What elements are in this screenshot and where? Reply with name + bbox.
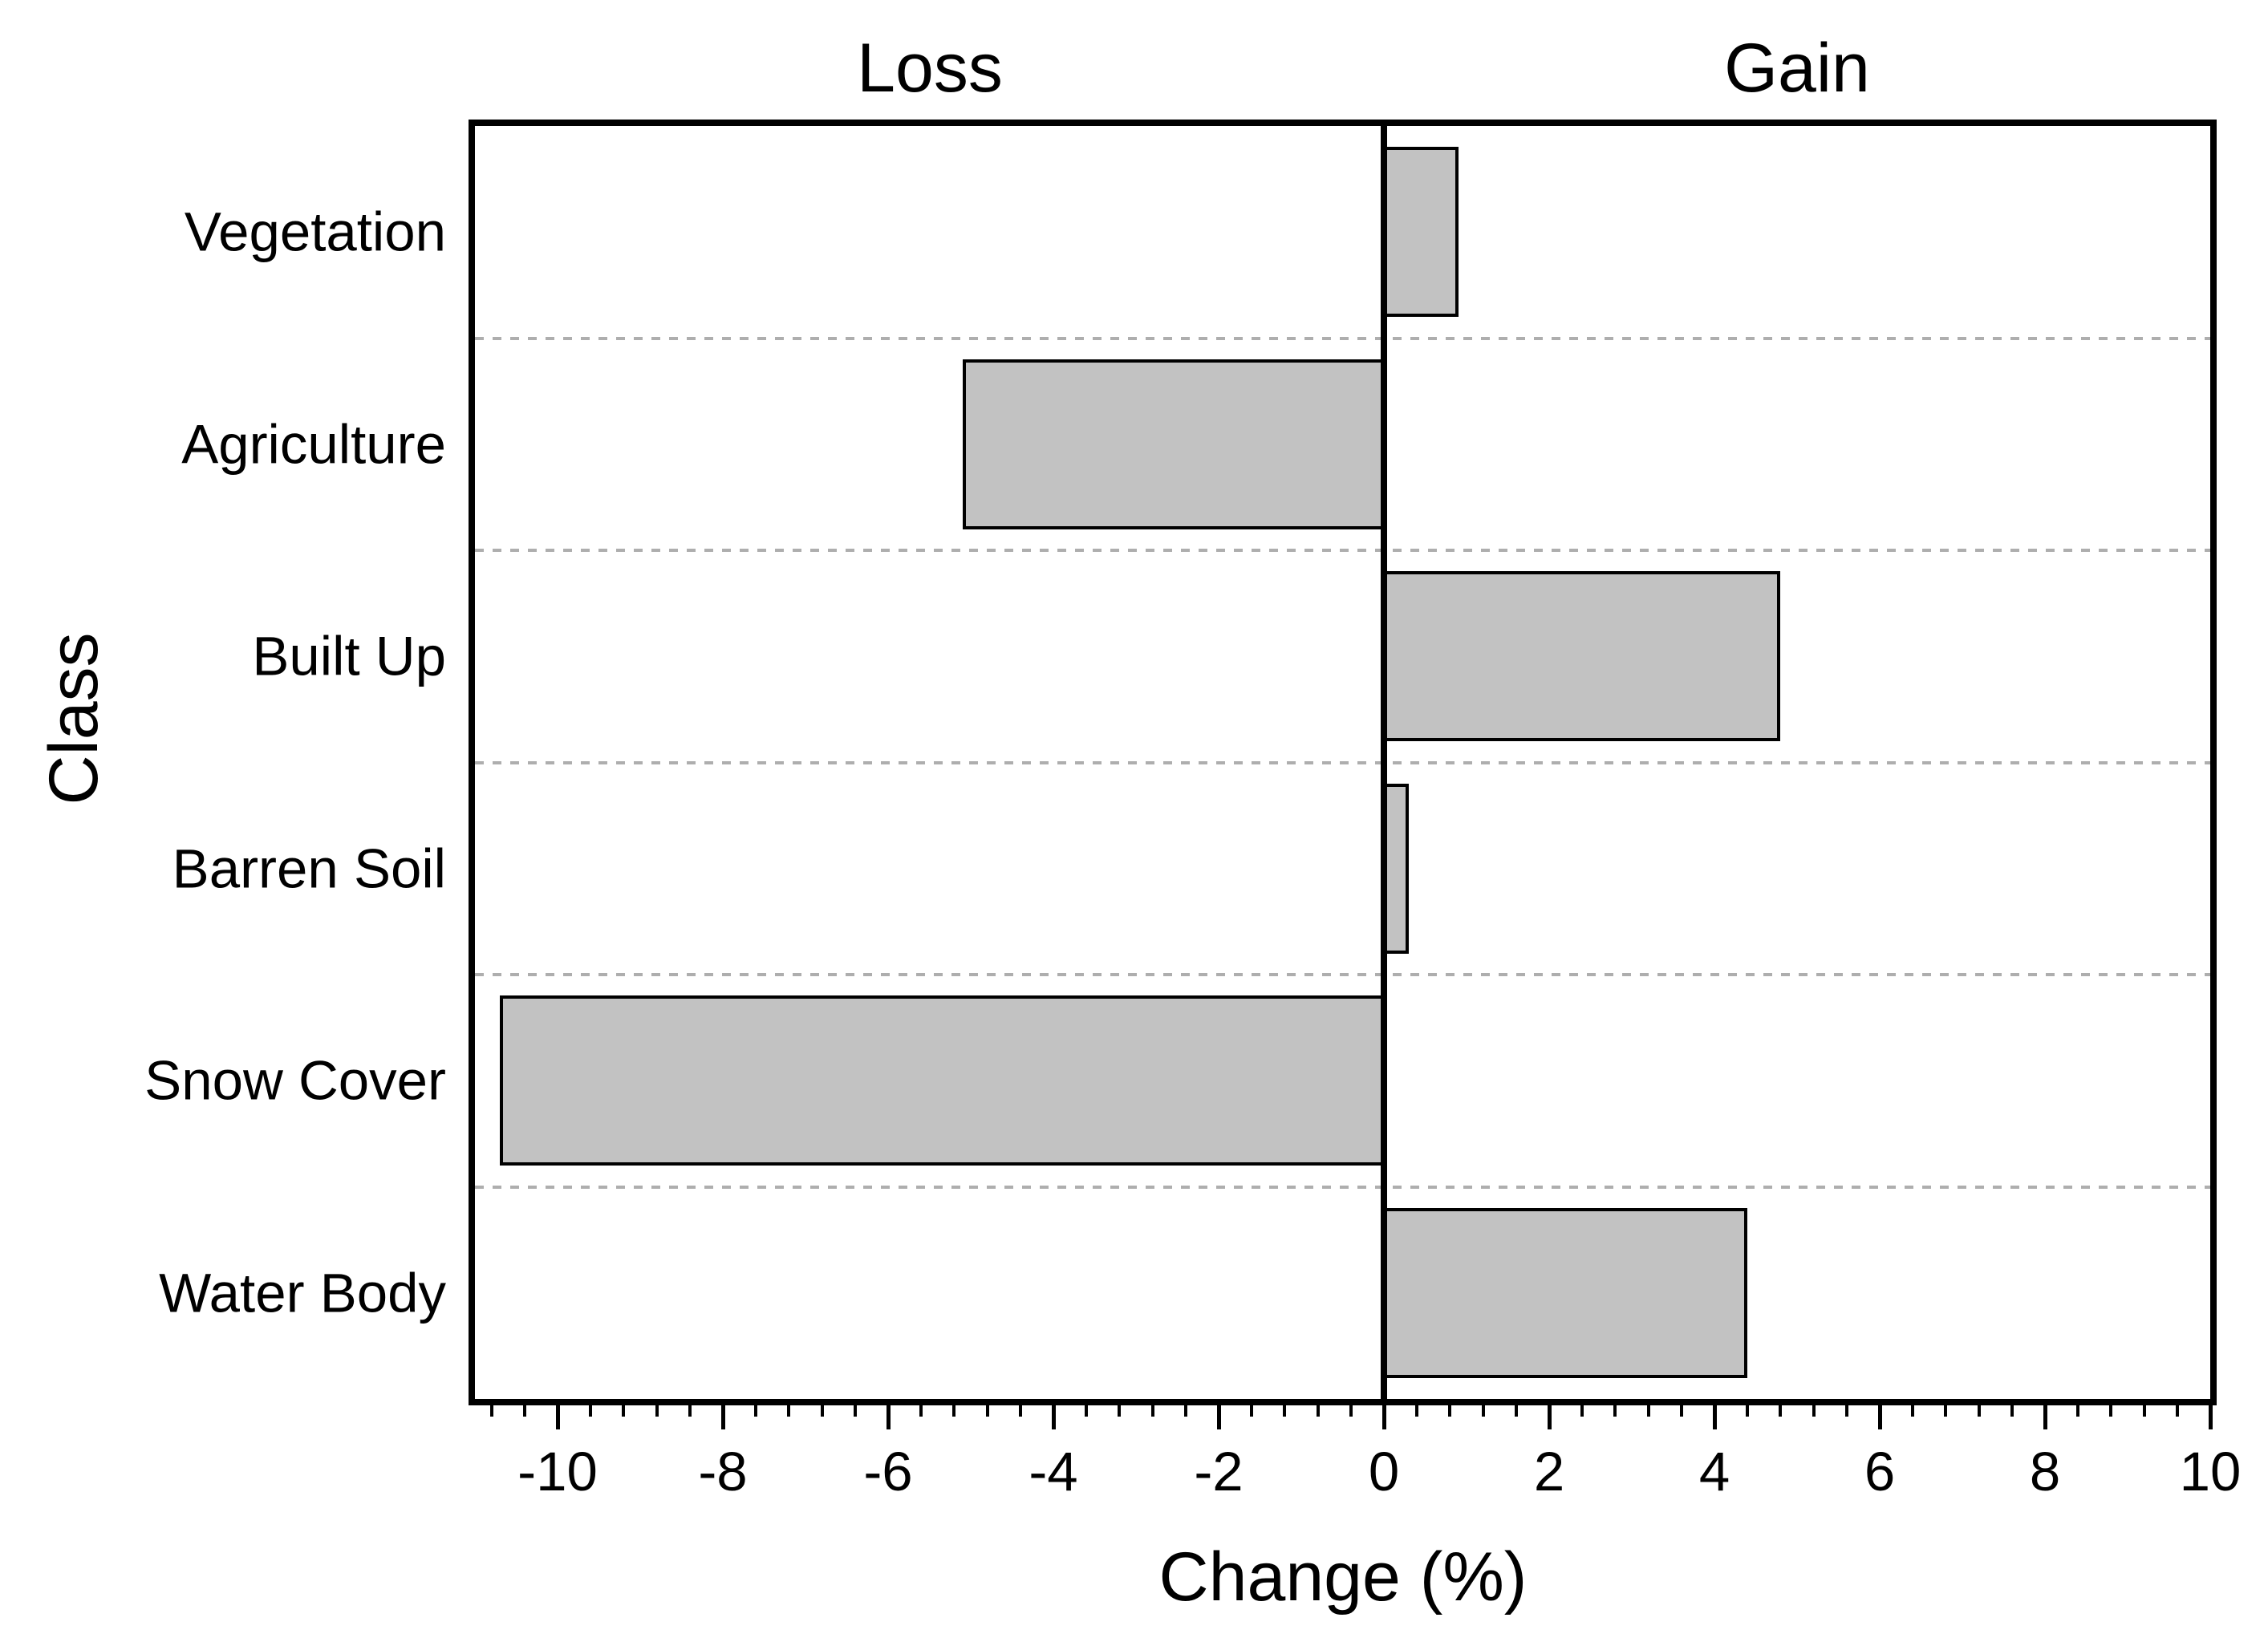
x-tick-label: -10 bbox=[517, 1441, 598, 1502]
x-minor-tick bbox=[1151, 1405, 1154, 1417]
x-tick-label: -8 bbox=[698, 1441, 748, 1502]
x-minor-tick bbox=[854, 1405, 857, 1417]
plot-area bbox=[469, 120, 2217, 1405]
x-minor-tick bbox=[754, 1405, 757, 1417]
x-tick-label: -6 bbox=[863, 1441, 913, 1502]
x-minor-tick bbox=[589, 1405, 592, 1417]
x-minor-tick bbox=[1580, 1405, 1584, 1417]
category-label-snow-cover: Snow Cover bbox=[144, 1049, 446, 1112]
zero-axis-line bbox=[1381, 126, 1387, 1399]
x-minor-tick bbox=[1184, 1405, 1187, 1417]
bar-built-up bbox=[1384, 571, 1780, 741]
x-minor-tick bbox=[1812, 1405, 1816, 1417]
x-minor-tick bbox=[2176, 1405, 2179, 1417]
x-major-tick bbox=[2209, 1405, 2213, 1429]
x-minor-tick bbox=[2109, 1405, 2112, 1417]
x-minor-tick bbox=[1978, 1405, 1981, 1417]
x-minor-tick bbox=[1085, 1405, 1088, 1417]
x-minor-tick bbox=[2076, 1405, 2079, 1417]
x-minor-tick bbox=[1515, 1405, 1518, 1417]
x-minor-tick bbox=[986, 1405, 989, 1417]
x-minor-tick bbox=[787, 1405, 790, 1417]
x-tick-label: -2 bbox=[1194, 1441, 1244, 1502]
x-minor-tick bbox=[1283, 1405, 1286, 1417]
gain-section-title: Gain bbox=[1724, 30, 1870, 107]
x-minor-tick bbox=[1911, 1405, 1914, 1417]
x-minor-tick bbox=[688, 1405, 692, 1417]
x-major-tick bbox=[887, 1405, 891, 1429]
x-minor-tick bbox=[622, 1405, 625, 1417]
x-tick-label: -4 bbox=[1029, 1441, 1078, 1502]
x-minor-tick bbox=[1448, 1405, 1451, 1417]
x-minor-tick bbox=[1118, 1405, 1121, 1417]
x-minor-tick bbox=[1680, 1405, 1683, 1417]
x-minor-tick bbox=[1250, 1405, 1253, 1417]
category-label-water-body: Water Body bbox=[159, 1262, 446, 1324]
category-boundary-gridline bbox=[475, 1186, 2210, 1189]
x-minor-tick bbox=[490, 1405, 493, 1417]
x-major-tick bbox=[1713, 1405, 1717, 1429]
bar-snow-cover bbox=[500, 995, 1384, 1166]
category-boundary-gridline bbox=[475, 337, 2210, 340]
x-minor-tick bbox=[1647, 1405, 1650, 1417]
category-boundary-gridline bbox=[475, 549, 2210, 552]
x-minor-tick bbox=[1613, 1405, 1617, 1417]
x-tick-label: 10 bbox=[2179, 1441, 2242, 1502]
x-minor-tick bbox=[1779, 1405, 1782, 1417]
category-label-vegetation: Vegetation bbox=[184, 201, 446, 263]
category-boundary-gridline bbox=[475, 973, 2210, 976]
x-minor-tick bbox=[523, 1405, 526, 1417]
x-major-tick bbox=[2043, 1405, 2047, 1429]
x-minor-tick bbox=[1944, 1405, 1947, 1417]
x-minor-tick bbox=[1317, 1405, 1320, 1417]
category-label-built-up: Built Up bbox=[252, 625, 446, 687]
x-minor-tick bbox=[1019, 1405, 1022, 1417]
x-major-tick bbox=[556, 1405, 560, 1429]
x-major-tick bbox=[1052, 1405, 1056, 1429]
x-major-tick bbox=[1217, 1405, 1221, 1429]
x-tick-label: 2 bbox=[1533, 1441, 1565, 1502]
x-tick-label: 8 bbox=[2029, 1441, 2061, 1502]
x-minor-tick bbox=[952, 1405, 955, 1417]
category-label-barren-soil: Barren Soil bbox=[172, 837, 446, 900]
x-minor-tick bbox=[821, 1405, 824, 1417]
x-minor-tick bbox=[2010, 1405, 2014, 1417]
category-boundary-gridline bbox=[475, 761, 2210, 764]
x-major-tick bbox=[721, 1405, 725, 1429]
x-axis-title: Change (%) bbox=[1158, 1539, 1528, 1616]
x-minor-tick bbox=[1845, 1405, 1848, 1417]
x-minor-tick bbox=[1415, 1405, 1418, 1417]
x-minor-tick bbox=[919, 1405, 923, 1417]
x-minor-tick bbox=[1482, 1405, 1485, 1417]
bar-vegetation bbox=[1384, 147, 1459, 317]
x-minor-tick bbox=[1746, 1405, 1749, 1417]
loss-section-title: Loss bbox=[857, 30, 1003, 107]
x-minor-tick bbox=[655, 1405, 659, 1417]
x-major-tick bbox=[1548, 1405, 1552, 1429]
x-tick-label: 4 bbox=[1698, 1441, 1730, 1502]
x-major-tick bbox=[1382, 1405, 1386, 1429]
category-label-agriculture: Agriculture bbox=[181, 413, 446, 476]
x-major-tick bbox=[1878, 1405, 1882, 1429]
x-tick-label: 6 bbox=[1864, 1441, 1896, 1502]
x-minor-tick bbox=[2143, 1405, 2146, 1417]
x-tick-label: 0 bbox=[1368, 1441, 1400, 1502]
x-minor-tick bbox=[1349, 1405, 1353, 1417]
